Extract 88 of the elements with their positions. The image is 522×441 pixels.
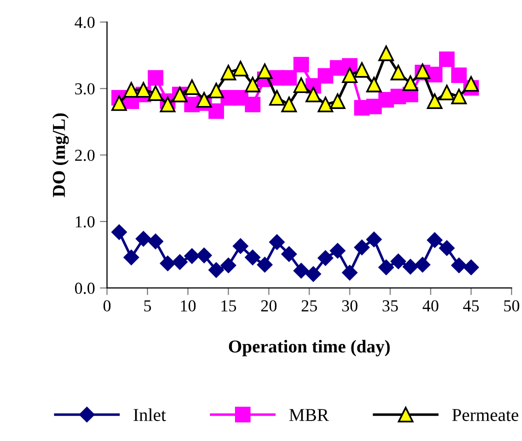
x-tick-label: 10	[181, 300, 196, 312]
point	[196, 248, 212, 264]
point	[184, 79, 200, 95]
x-tick-label: 25	[302, 300, 317, 312]
point	[136, 82, 152, 98]
point	[172, 254, 188, 270]
point	[426, 232, 442, 248]
point	[269, 234, 285, 250]
point	[269, 90, 285, 106]
point	[342, 67, 358, 84]
point	[293, 262, 309, 278]
point	[463, 76, 479, 92]
point	[426, 66, 442, 82]
y-tick-label: 3.0	[75, 83, 95, 95]
point	[318, 68, 334, 84]
x-tick-label: 50	[504, 300, 520, 312]
point	[354, 62, 370, 78]
point	[402, 75, 418, 91]
legend-label: Inlet	[134, 408, 166, 422]
point	[124, 82, 140, 98]
point	[232, 60, 248, 76]
x-tick-label: 40	[422, 300, 438, 312]
x-tick-label: 15	[222, 300, 236, 312]
x-tick-label: 20	[261, 300, 277, 312]
point	[257, 63, 273, 80]
point	[463, 260, 479, 276]
point	[378, 260, 394, 276]
point	[451, 258, 467, 274]
point	[402, 258, 418, 274]
point	[342, 264, 358, 280]
point	[281, 70, 297, 86]
point	[366, 76, 382, 92]
x-tick-label: 35	[382, 300, 398, 312]
y-tick-label: 2.0	[75, 150, 95, 162]
point	[330, 243, 346, 258]
point	[354, 240, 370, 256]
point	[220, 64, 236, 80]
y-tick-label: 0.0	[75, 282, 95, 294]
point	[160, 256, 176, 272]
point	[196, 92, 212, 108]
point	[281, 246, 297, 262]
point	[414, 256, 430, 272]
point	[318, 250, 334, 266]
point	[148, 85, 164, 101]
point	[293, 77, 309, 93]
x-tick-label: 30	[342, 300, 358, 312]
x-tick-label: 45	[463, 300, 479, 312]
point	[244, 250, 260, 266]
x-tick-label: 5	[144, 300, 151, 312]
point	[148, 234, 164, 250]
point	[148, 70, 164, 86]
point	[257, 256, 272, 272]
point	[390, 64, 406, 80]
y-axis-title: DO (mg/L)	[52, 113, 69, 198]
point	[232, 238, 248, 254]
y-tick-label: 1.0	[76, 216, 95, 228]
x-axis-title: Operation time (day)	[228, 340, 390, 356]
point	[451, 88, 467, 104]
point	[318, 96, 334, 112]
point	[439, 240, 455, 256]
point	[208, 103, 224, 119]
point	[208, 262, 224, 278]
point	[390, 254, 406, 270]
point	[330, 93, 346, 109]
point	[439, 84, 455, 100]
point	[366, 232, 382, 248]
x-tick-label: 0	[103, 300, 111, 312]
point	[208, 82, 224, 98]
point	[306, 266, 322, 282]
legend-label: Permeate	[452, 409, 518, 422]
point	[220, 258, 236, 274]
point	[439, 52, 455, 68]
legend-label: MBR	[289, 409, 329, 421]
point	[244, 96, 260, 112]
point	[111, 224, 127, 240]
point	[184, 248, 200, 264]
y-tick-label: 4.0	[74, 16, 95, 28]
point	[426, 93, 442, 109]
point	[160, 96, 176, 112]
point	[451, 67, 467, 84]
point	[244, 76, 260, 92]
point	[111, 95, 127, 111]
point	[124, 250, 139, 266]
point	[281, 96, 297, 112]
point	[293, 56, 309, 72]
point	[136, 231, 152, 246]
point	[306, 86, 322, 102]
point	[378, 46, 394, 62]
